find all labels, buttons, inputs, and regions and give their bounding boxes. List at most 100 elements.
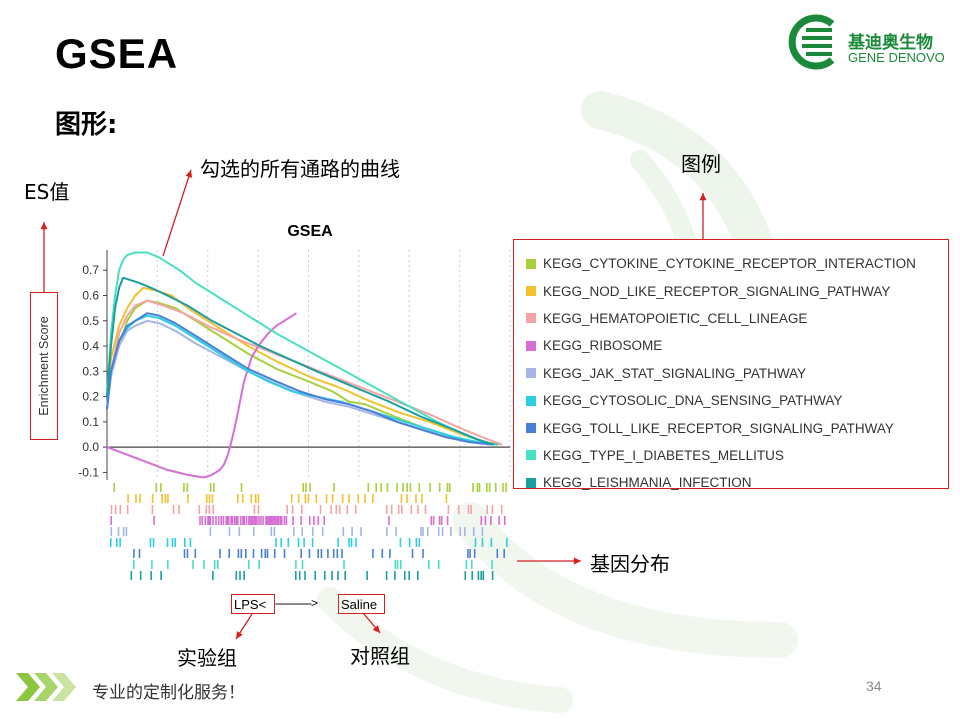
gene-hit-tick — [446, 516, 449, 525]
gene-hit-tick — [161, 494, 163, 503]
gene-hit-tick — [240, 549, 243, 558]
gene-hit-tick — [417, 571, 419, 580]
slide-title: GSEA — [55, 30, 179, 77]
gene-hit-tick — [254, 516, 257, 525]
legend-label: KEGG_TYPE_I_DIABETES_MELLITUS — [543, 447, 784, 463]
gene-hit-tick — [448, 483, 451, 492]
gene-hit-tick — [386, 483, 389, 492]
gene-hit-tick — [469, 549, 471, 558]
gene-hit-tick — [283, 516, 286, 525]
callout-arrow — [162, 169, 192, 257]
gene-hit-tick — [472, 527, 475, 536]
gene-hit-tick — [372, 549, 374, 558]
gene-hit-tick — [400, 494, 403, 503]
gene-hit-tick — [364, 494, 366, 503]
gene-hit-tick — [336, 549, 339, 558]
gene-hit-tick — [235, 516, 237, 525]
group-label-dashes: ------------> — [275, 596, 318, 610]
legend-label: KEGG_LEISHMANIA_INFECTION — [543, 475, 752, 491]
gene-hit-tick — [167, 560, 169, 569]
gene-hit-tick — [341, 494, 344, 503]
y-tick-label: 0.0 — [82, 440, 99, 454]
callout-curves: 勾选的所有通路的曲线 — [200, 157, 400, 181]
gene-hit-tick — [114, 505, 117, 514]
gene-hit-tick — [293, 527, 295, 536]
gene-hit-tick — [110, 516, 112, 525]
gene-hit-tick — [189, 538, 192, 547]
gene-hit-tick — [491, 571, 494, 580]
gene-hit-tick — [427, 527, 429, 536]
gene-hit-tick — [258, 560, 260, 569]
gene-hit-tick — [401, 505, 403, 514]
gene-hit-tick — [207, 516, 209, 525]
gene-hit-tick — [160, 483, 162, 492]
gene-hit-tick — [484, 516, 487, 525]
section-title: 图形: — [55, 110, 118, 140]
y-tick-label: 0.2 — [82, 390, 99, 404]
gene-hit-tick — [385, 571, 388, 580]
gene-hit-tick — [116, 538, 118, 547]
gene-hit-tick — [394, 560, 397, 569]
gene-hit-tick — [266, 516, 268, 525]
gene-hit-tick — [226, 516, 228, 525]
gene-hit-tick — [450, 527, 452, 536]
gene-hit-tick — [292, 516, 294, 525]
gene-hit-tick — [297, 494, 300, 503]
arrowhead-icon — [573, 557, 581, 565]
gene-hit-tick — [233, 516, 236, 525]
gene-hit-tick — [331, 571, 333, 580]
gene-hit-tick — [160, 571, 162, 580]
gene-hit-tick — [505, 483, 507, 492]
gene-hit-tick — [305, 483, 307, 492]
gene-hit-tick — [399, 538, 402, 547]
y-tick-labels: -0.1 0.0 0.1 0.2 0.3 0.4 0.5 0.6 0.7 — [78, 263, 107, 479]
gene-hit-tick — [415, 494, 417, 503]
gene-hit-tick — [491, 560, 493, 569]
legend-label: KEGG_NOD_LIKE_RECEPTOR_SIGNALING_PATHWAY — [543, 283, 891, 299]
gene-hit-tick — [250, 516, 253, 525]
legend-swatch — [526, 258, 536, 269]
gene-hit-tick — [208, 505, 211, 514]
gene-hit-tick — [367, 483, 370, 492]
legend-item: KEGG_LEISHMANIA_INFECTION — [514, 469, 948, 496]
legend-label: KEGG_HEMATOPOIETIC_CELL_LINEAGE — [543, 310, 808, 326]
gene-hit-tick — [201, 516, 204, 525]
group-label-lps: LPS< — [231, 594, 275, 614]
gene-hit-tick — [418, 538, 421, 547]
gene-hit-tick — [302, 483, 304, 492]
gene-hit-tick — [228, 516, 230, 525]
gene-hit-tick — [494, 483, 497, 492]
gene-hit-tick — [271, 516, 274, 525]
gene-hit-tick — [307, 494, 310, 503]
gene-hit-tick — [125, 527, 128, 536]
gene-hit-tick — [149, 538, 152, 547]
gene-hit-tick — [389, 549, 391, 558]
page-number: 34 — [866, 678, 882, 694]
gene-hit-tick — [211, 494, 214, 503]
gene-hit-tick — [269, 516, 271, 525]
gene-hit-tick — [313, 516, 315, 525]
gene-hit-tick — [264, 549, 267, 558]
legend-label: KEGG_RIBOSOME — [543, 338, 663, 354]
gene-hit-tick — [245, 549, 247, 558]
gene-hit-tick — [213, 483, 215, 492]
gene-hit-tick — [208, 494, 211, 503]
gene-hit-tick — [265, 516, 267, 525]
gene-hit-tick — [110, 527, 113, 536]
gene-hit-tick — [481, 538, 484, 547]
gene-hit-tick — [408, 538, 411, 547]
gene-hit-tick — [437, 560, 440, 569]
gene-hit-tick — [212, 505, 215, 514]
gene-hit-tick — [324, 571, 326, 580]
gene-hit-tick — [266, 549, 269, 558]
gene-hit-tick — [315, 494, 318, 503]
gene-hit-tick — [476, 483, 479, 492]
gene-hit-tick — [153, 516, 155, 525]
gene-hit-tick — [506, 538, 508, 547]
gene-hit-tick — [428, 560, 430, 569]
legend-swatch — [526, 395, 536, 406]
gene-hit-tick — [471, 560, 473, 569]
gene-hit-tick — [304, 571, 306, 580]
gene-hit-tick — [256, 516, 258, 525]
